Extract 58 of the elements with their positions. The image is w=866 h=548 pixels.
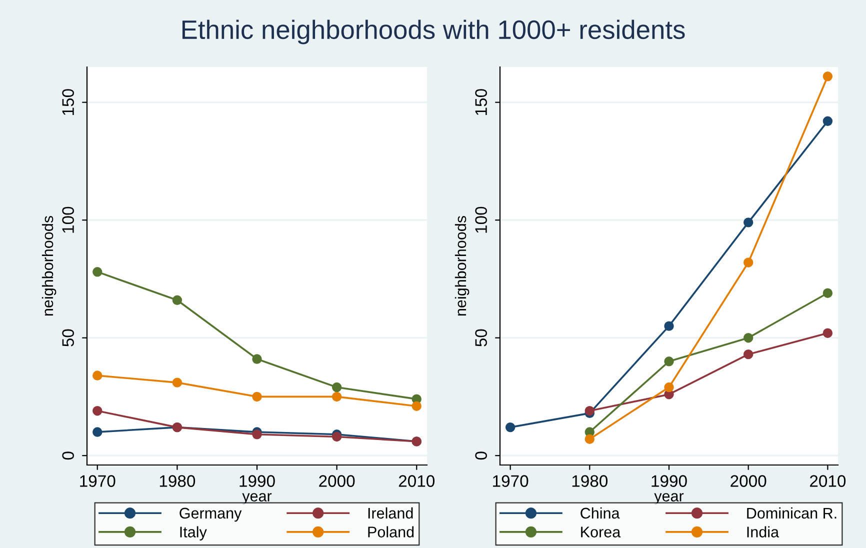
y-axis-title: neighborhoods: [454, 216, 470, 316]
point: [332, 382, 342, 392]
point: [172, 378, 182, 388]
point: [92, 427, 102, 437]
x-tick-label: 2000: [730, 475, 766, 487]
point: [252, 354, 262, 364]
y-tick-label: 150: [62, 89, 74, 115]
legend-label: Poland: [368, 526, 414, 538]
legend-label: Germany: [180, 508, 242, 522]
point: [743, 332, 754, 343]
point: [822, 116, 833, 126]
x-tick-label: 1970: [80, 475, 116, 487]
point: [822, 288, 833, 298]
point: [743, 349, 754, 360]
legend-label: China: [580, 507, 620, 519]
point: [92, 370, 102, 380]
y-tick-label: 100: [475, 206, 487, 233]
point: [743, 218, 754, 228]
y-tick-label: 150: [475, 89, 487, 115]
y-tick-label: 50: [475, 329, 487, 346]
y-tick-label: 50: [62, 329, 74, 346]
chart-title: Ethnic neighborhoods with 1000+ residents: [182, 20, 685, 44]
point: [664, 356, 674, 366]
y-axis-title: neighborhoods: [42, 216, 56, 316]
point: [822, 72, 833, 82]
x-tick-label: 2010: [398, 475, 435, 487]
x-tick-label: 2010: [810, 475, 846, 487]
point: [332, 392, 342, 402]
x-axis-title: year: [654, 493, 684, 504]
point: [412, 401, 422, 411]
point: [505, 422, 516, 432]
legend-label: India: [747, 526, 780, 538]
legend-label: Dominican R.: [747, 507, 836, 519]
point: [743, 258, 754, 268]
x-tick-label: 1980: [572, 475, 608, 487]
point: [584, 434, 595, 444]
point: [584, 406, 595, 416]
point: [252, 392, 262, 402]
point: [252, 430, 262, 440]
point: [822, 328, 833, 338]
legend-label: Italy: [180, 526, 207, 540]
x-tick-label: 1990: [240, 475, 275, 487]
x-tick-label: 1980: [160, 475, 196, 487]
legend-label: Ireland: [368, 507, 413, 519]
point: [172, 295, 182, 306]
legend-label: Korea: [581, 526, 621, 538]
x-tick-label: 1970: [493, 475, 528, 487]
point: [664, 382, 674, 392]
y-tick-label: 0: [62, 452, 74, 460]
x-axis-title: year: [242, 493, 272, 504]
point: [92, 406, 102, 416]
point: [664, 321, 674, 331]
y-tick-label: 0: [475, 452, 487, 460]
y-tick-label: 100: [62, 206, 74, 233]
point: [332, 432, 342, 442]
x-tick-label: 2000: [319, 475, 355, 487]
x-tick-label: 1990: [652, 475, 687, 487]
point: [92, 267, 102, 277]
